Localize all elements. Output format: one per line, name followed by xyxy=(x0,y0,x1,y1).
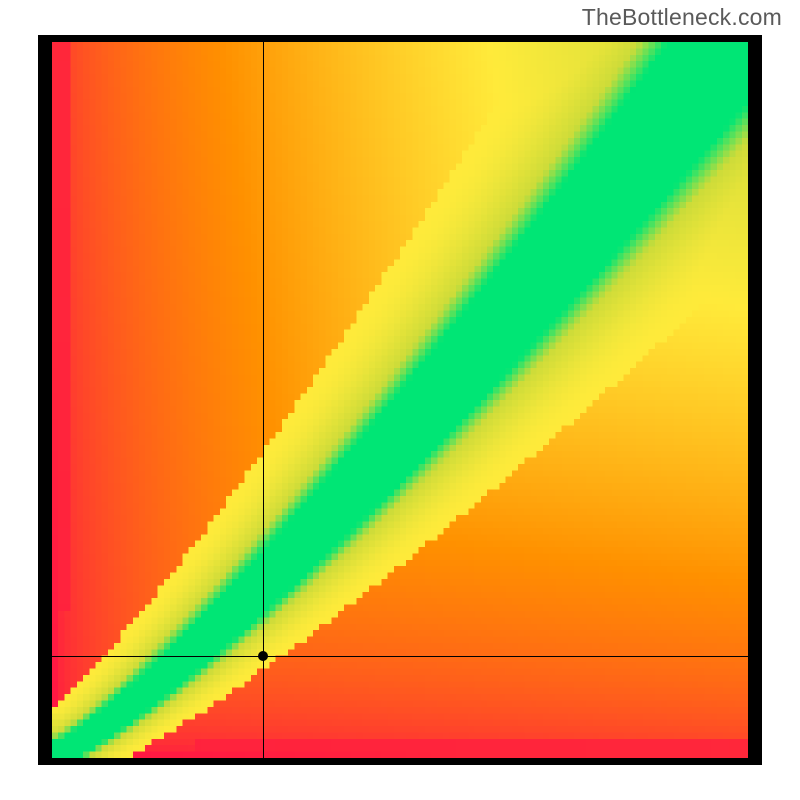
chart-black-border xyxy=(38,35,762,765)
heatmap-canvas xyxy=(52,42,748,758)
heatmap-plot-area xyxy=(52,42,748,758)
watermark-text: TheBottleneck.com xyxy=(582,4,782,31)
chart-frame: TheBottleneck.com xyxy=(0,0,800,800)
crosshair-horizontal xyxy=(52,656,748,657)
